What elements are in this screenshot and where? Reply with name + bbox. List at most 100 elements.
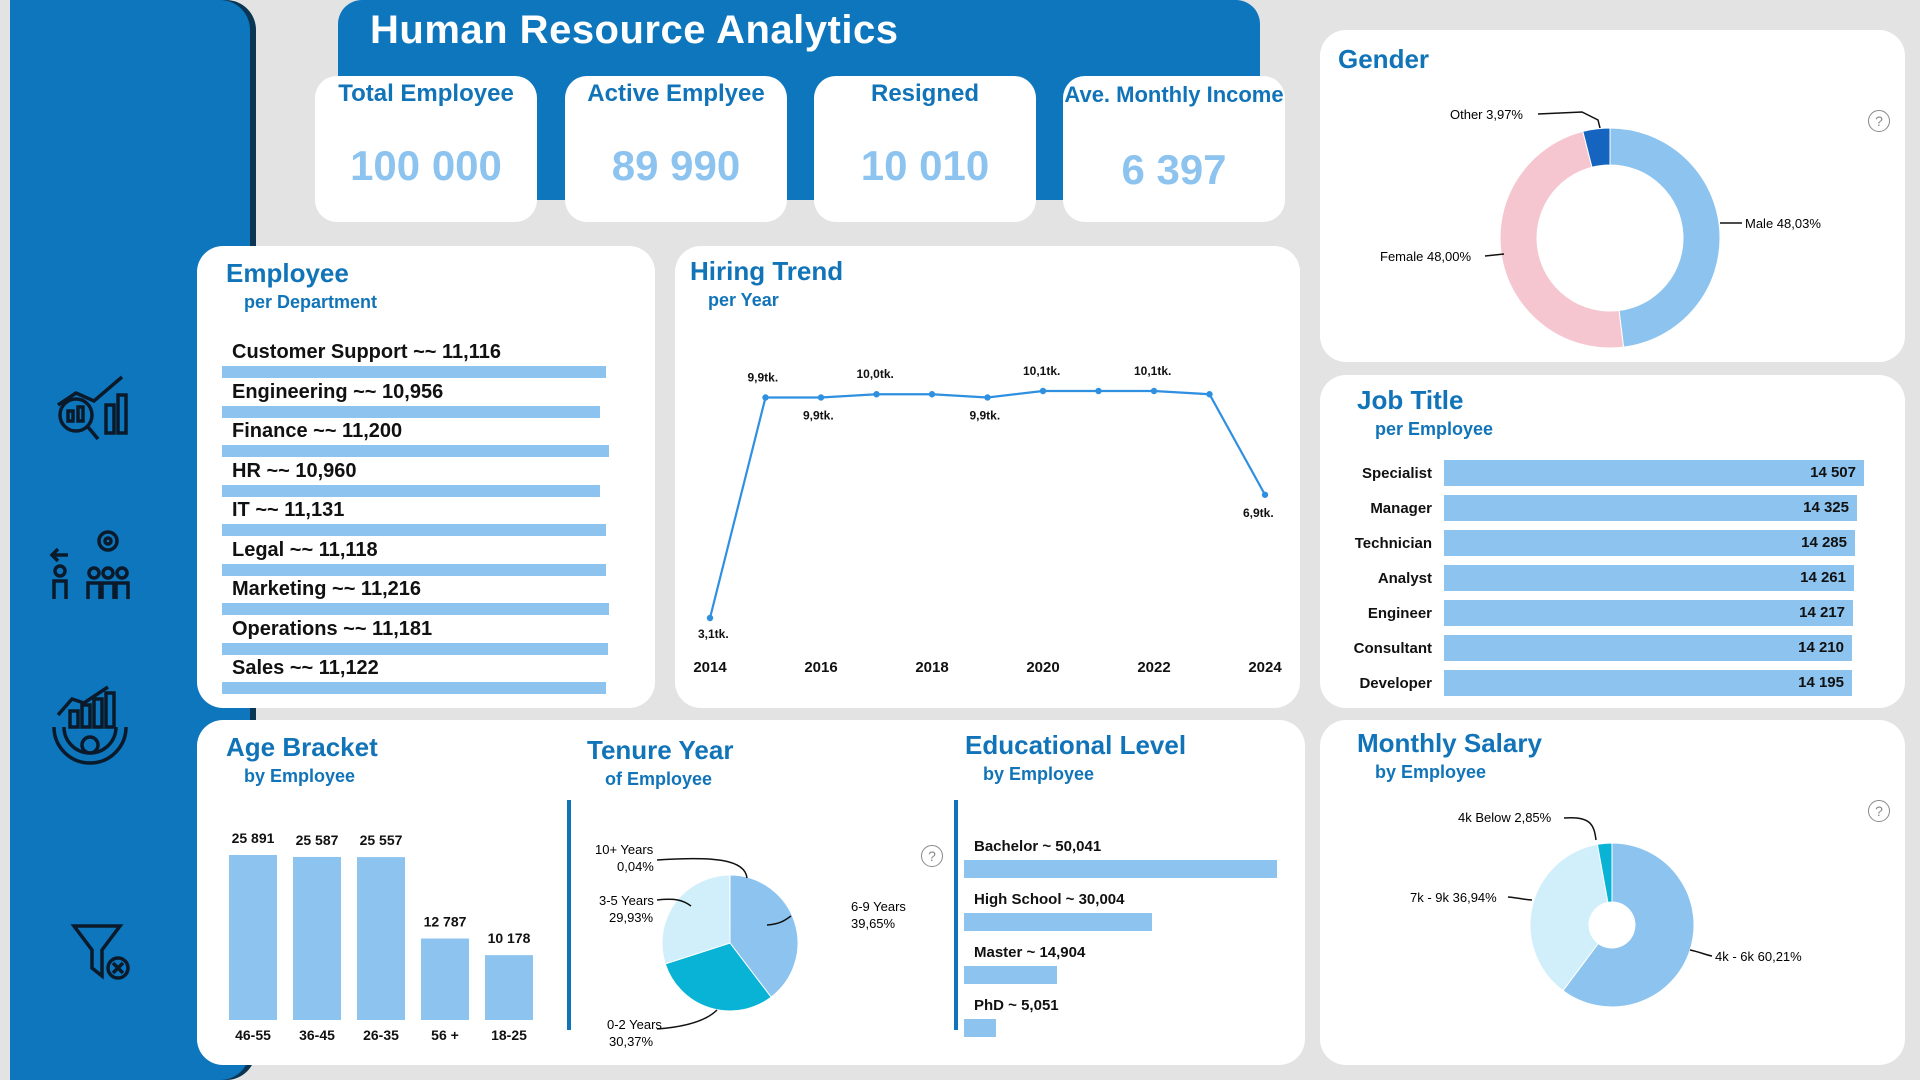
hiring-data-label: 3,1tk. xyxy=(698,627,729,641)
gender-card: Gender ? Other 3,97% Male 48,03% Female … xyxy=(1320,30,1905,362)
department-row: Engineering ~~ 10,956 xyxy=(222,381,642,418)
card-subtitle: by Employee xyxy=(1375,762,1487,782)
card-title: Job Title xyxy=(1357,385,1464,415)
gender-slice[interactable] xyxy=(1609,127,1721,348)
age-bar[interactable] xyxy=(485,955,533,1020)
department-row: Customer Support ~~ 11,116 xyxy=(222,341,642,378)
job-bar[interactable]: 14 210 xyxy=(1444,635,1852,661)
gender-slice[interactable] xyxy=(1499,130,1625,349)
job-label: Analyst xyxy=(1377,570,1432,587)
age-value-label: 10 178 xyxy=(488,930,531,946)
education-bar[interactable] xyxy=(964,860,1277,878)
department-label: Legal ~~ 11,118 xyxy=(232,538,378,561)
education-bar[interactable] xyxy=(964,1019,996,1037)
age-bar[interactable] xyxy=(421,938,469,1020)
job-label: Specialist xyxy=(1361,465,1432,482)
hiring-point[interactable] xyxy=(1150,387,1158,395)
hiring-line-chart: 3,1tk. 9,9tk. 9,9tk. 10,0tk. 9,9tk. 10,1tk. 10… xyxy=(693,364,1282,676)
education-bar[interactable] xyxy=(964,913,1152,931)
age-category-label: 56 + xyxy=(431,1027,459,1043)
education-bar[interactable] xyxy=(964,966,1057,984)
department-label: Operations ~~ 11,181 xyxy=(232,617,433,640)
growth-gear-icon[interactable] xyxy=(48,685,132,769)
age-category-label: 36-45 xyxy=(299,1027,335,1043)
job-bar[interactable]: 14 195 xyxy=(1444,670,1852,696)
job-bar[interactable]: 14 325 xyxy=(1444,495,1857,521)
job-value: 14 507 xyxy=(1810,464,1856,481)
salary-slice[interactable] xyxy=(1562,842,1695,1008)
hiring-point[interactable] xyxy=(762,394,769,401)
department-bar xyxy=(222,642,608,655)
education-label: Master ~ 14,904 xyxy=(974,944,1086,961)
card-subtitle: per Year xyxy=(708,290,779,310)
hiring-x-tick: 2014 xyxy=(693,659,727,676)
job-bar[interactable]: 14 507 xyxy=(1444,460,1864,486)
job-value: 14 285 xyxy=(1801,534,1847,551)
hiring-point[interactable] xyxy=(984,394,991,401)
age-bar[interactable] xyxy=(293,856,341,1020)
help-icon[interactable]: ? xyxy=(1868,110,1890,132)
salary-slice[interactable] xyxy=(1596,842,1613,903)
education-label: High School ~ 30,004 xyxy=(974,891,1125,908)
department-label: IT ~~ 11,131 xyxy=(232,499,345,521)
department-label: HR ~~ 10,960 xyxy=(232,459,357,482)
tenure-slice[interactable] xyxy=(661,874,731,965)
age-category-label: 46-55 xyxy=(235,1027,271,1043)
tenure-label-3-5-line1: 3-5 Years xyxy=(599,893,654,908)
age-bar[interactable] xyxy=(229,855,277,1020)
department-bar xyxy=(222,484,600,497)
job-bar[interactable]: 14 261 xyxy=(1444,565,1854,591)
hiring-point[interactable] xyxy=(1261,491,1269,498)
age-value-label: 25 557 xyxy=(360,832,403,848)
department-label: Customer Support ~~ 11,116 xyxy=(232,341,501,363)
salary-slice[interactable] xyxy=(1529,843,1609,992)
job-value: 14 325 xyxy=(1803,499,1849,516)
age-bar-chart: 25 891 46-55 25 587 36-45 25 557 26-35 12 787 5… xyxy=(229,830,533,1043)
job-value: 14 195 xyxy=(1798,674,1844,691)
hiring-x-tick: 2024 xyxy=(1248,659,1282,676)
education-label: Bachelor ~ 50,041 xyxy=(974,838,1102,855)
hiring-trend-card: Hiring Trend per Year 3,1tk. 9,9tk. 9,9tk.… xyxy=(675,246,1300,708)
divider xyxy=(567,800,571,1030)
kpi-ave-monthly-income: Ave. Monthly Income 6 397 xyxy=(1063,76,1285,222)
department-bar xyxy=(222,603,609,615)
analytics-icon[interactable] xyxy=(48,365,132,449)
job-bar[interactable]: 14 285 xyxy=(1444,530,1855,556)
hiring-point[interactable] xyxy=(1095,387,1102,395)
hiring-data-label: 9,9tk. xyxy=(970,408,1001,422)
age-title: Age Bracket xyxy=(226,732,378,762)
hiring-point[interactable] xyxy=(1039,387,1047,395)
hiring-point[interactable] xyxy=(1206,391,1213,398)
salary-label-4k-below: 4k Below 2,85% xyxy=(1458,810,1552,825)
help-icon[interactable]: ? xyxy=(1868,800,1890,822)
hiring-point[interactable] xyxy=(928,391,936,398)
hiring-x-tick: 2022 xyxy=(1137,659,1170,676)
tenure-label-10-line1: 10+ Years xyxy=(595,842,654,857)
demographics-card: Age Bracket by Employee 25 891 46-55 25 58… xyxy=(197,720,1305,1065)
department-label: Marketing ~~ 11,216 xyxy=(232,578,422,600)
job-value: 14 210 xyxy=(1798,639,1844,656)
help-icon[interactable]: ? xyxy=(921,845,943,867)
tenure-label-0-2-line1: 0-2 Years xyxy=(607,1017,662,1032)
age-category-label: 26-35 xyxy=(363,1027,399,1043)
gender-slice[interactable] xyxy=(1582,127,1611,168)
tenure-slice[interactable] xyxy=(664,942,772,1012)
hiring-point[interactable] xyxy=(817,394,825,401)
job-bar[interactable]: 14 217 xyxy=(1444,600,1853,626)
department-row: IT ~~ 11,131 xyxy=(222,499,642,536)
hiring-point[interactable] xyxy=(873,391,880,398)
education-subtitle: by Employee xyxy=(983,764,1095,784)
kpi-value: 10 010 xyxy=(860,142,990,189)
employee-settings-icon[interactable] xyxy=(48,525,132,609)
job-label: Technician xyxy=(1354,535,1432,552)
hiring-data-label: 10,1tk. xyxy=(1023,364,1060,378)
tenure-slice[interactable] xyxy=(729,874,799,998)
kpi-label: Total Employee xyxy=(338,80,514,107)
divider xyxy=(954,800,958,1030)
card-title: Employee xyxy=(226,258,349,288)
clear-filter-icon[interactable] xyxy=(70,920,134,984)
age-bar[interactable] xyxy=(357,857,405,1020)
hiring-data-label: 10,0tk. xyxy=(857,367,894,381)
department-label: Sales ~~ 11,122 xyxy=(232,657,379,679)
hiring-point[interactable] xyxy=(706,614,714,622)
